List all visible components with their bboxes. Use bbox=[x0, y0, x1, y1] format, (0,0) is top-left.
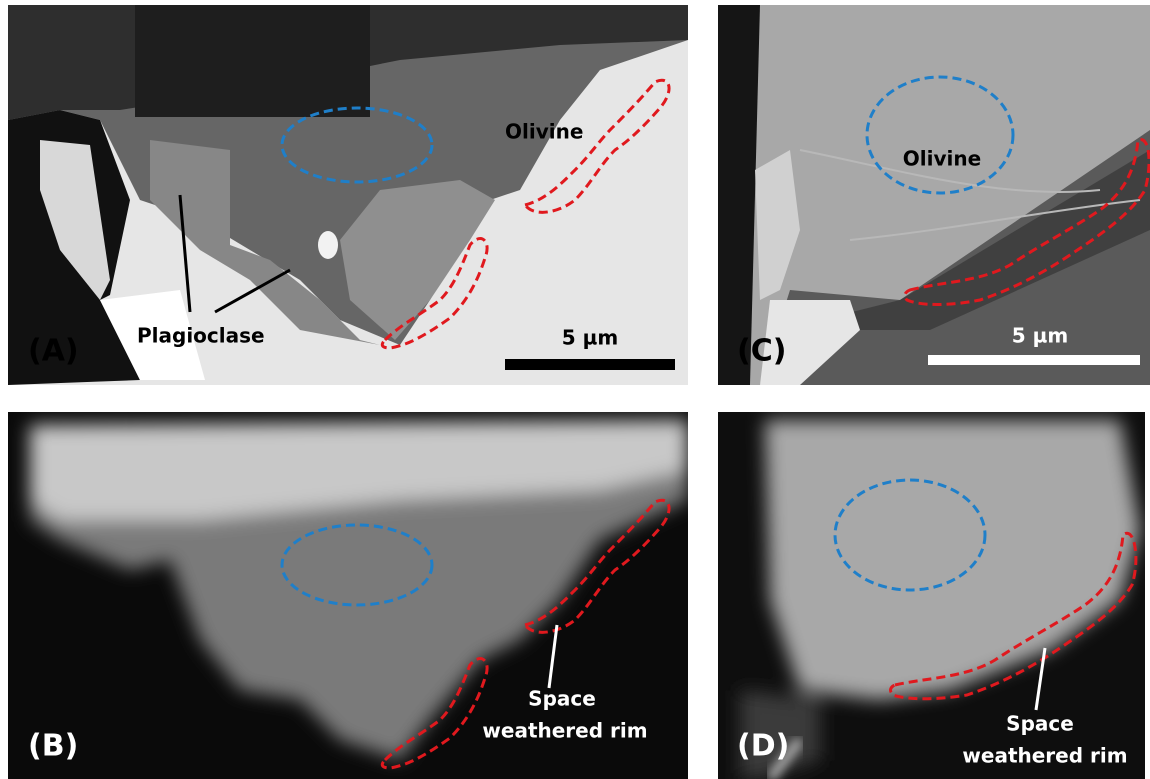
scale-bar bbox=[928, 355, 1140, 365]
panel-c-image bbox=[718, 5, 1150, 385]
panel-label: (A) bbox=[28, 334, 79, 369]
panel-d-image bbox=[718, 412, 1145, 779]
panel-label: (B) bbox=[28, 729, 78, 764]
rim-label: Space bbox=[528, 687, 596, 711]
panel-label: (D) bbox=[737, 729, 789, 764]
panel-label: (C) bbox=[737, 334, 786, 369]
mineral-label: Olivine bbox=[505, 120, 583, 144]
mineral-label: Olivine bbox=[903, 147, 981, 171]
scale-label: 5 µm bbox=[562, 326, 618, 350]
rim-label: weathered rim bbox=[482, 719, 647, 743]
mineral-label: Plagioclase bbox=[137, 324, 265, 348]
rim-label: Space bbox=[1006, 712, 1074, 736]
scale-bar bbox=[505, 359, 675, 370]
scale-label: 5 µm bbox=[1012, 324, 1068, 348]
figure: Olivine Plagioclase (A) 5 µm Space weath… bbox=[0, 0, 1150, 779]
rim-label: weathered rim bbox=[962, 744, 1127, 768]
